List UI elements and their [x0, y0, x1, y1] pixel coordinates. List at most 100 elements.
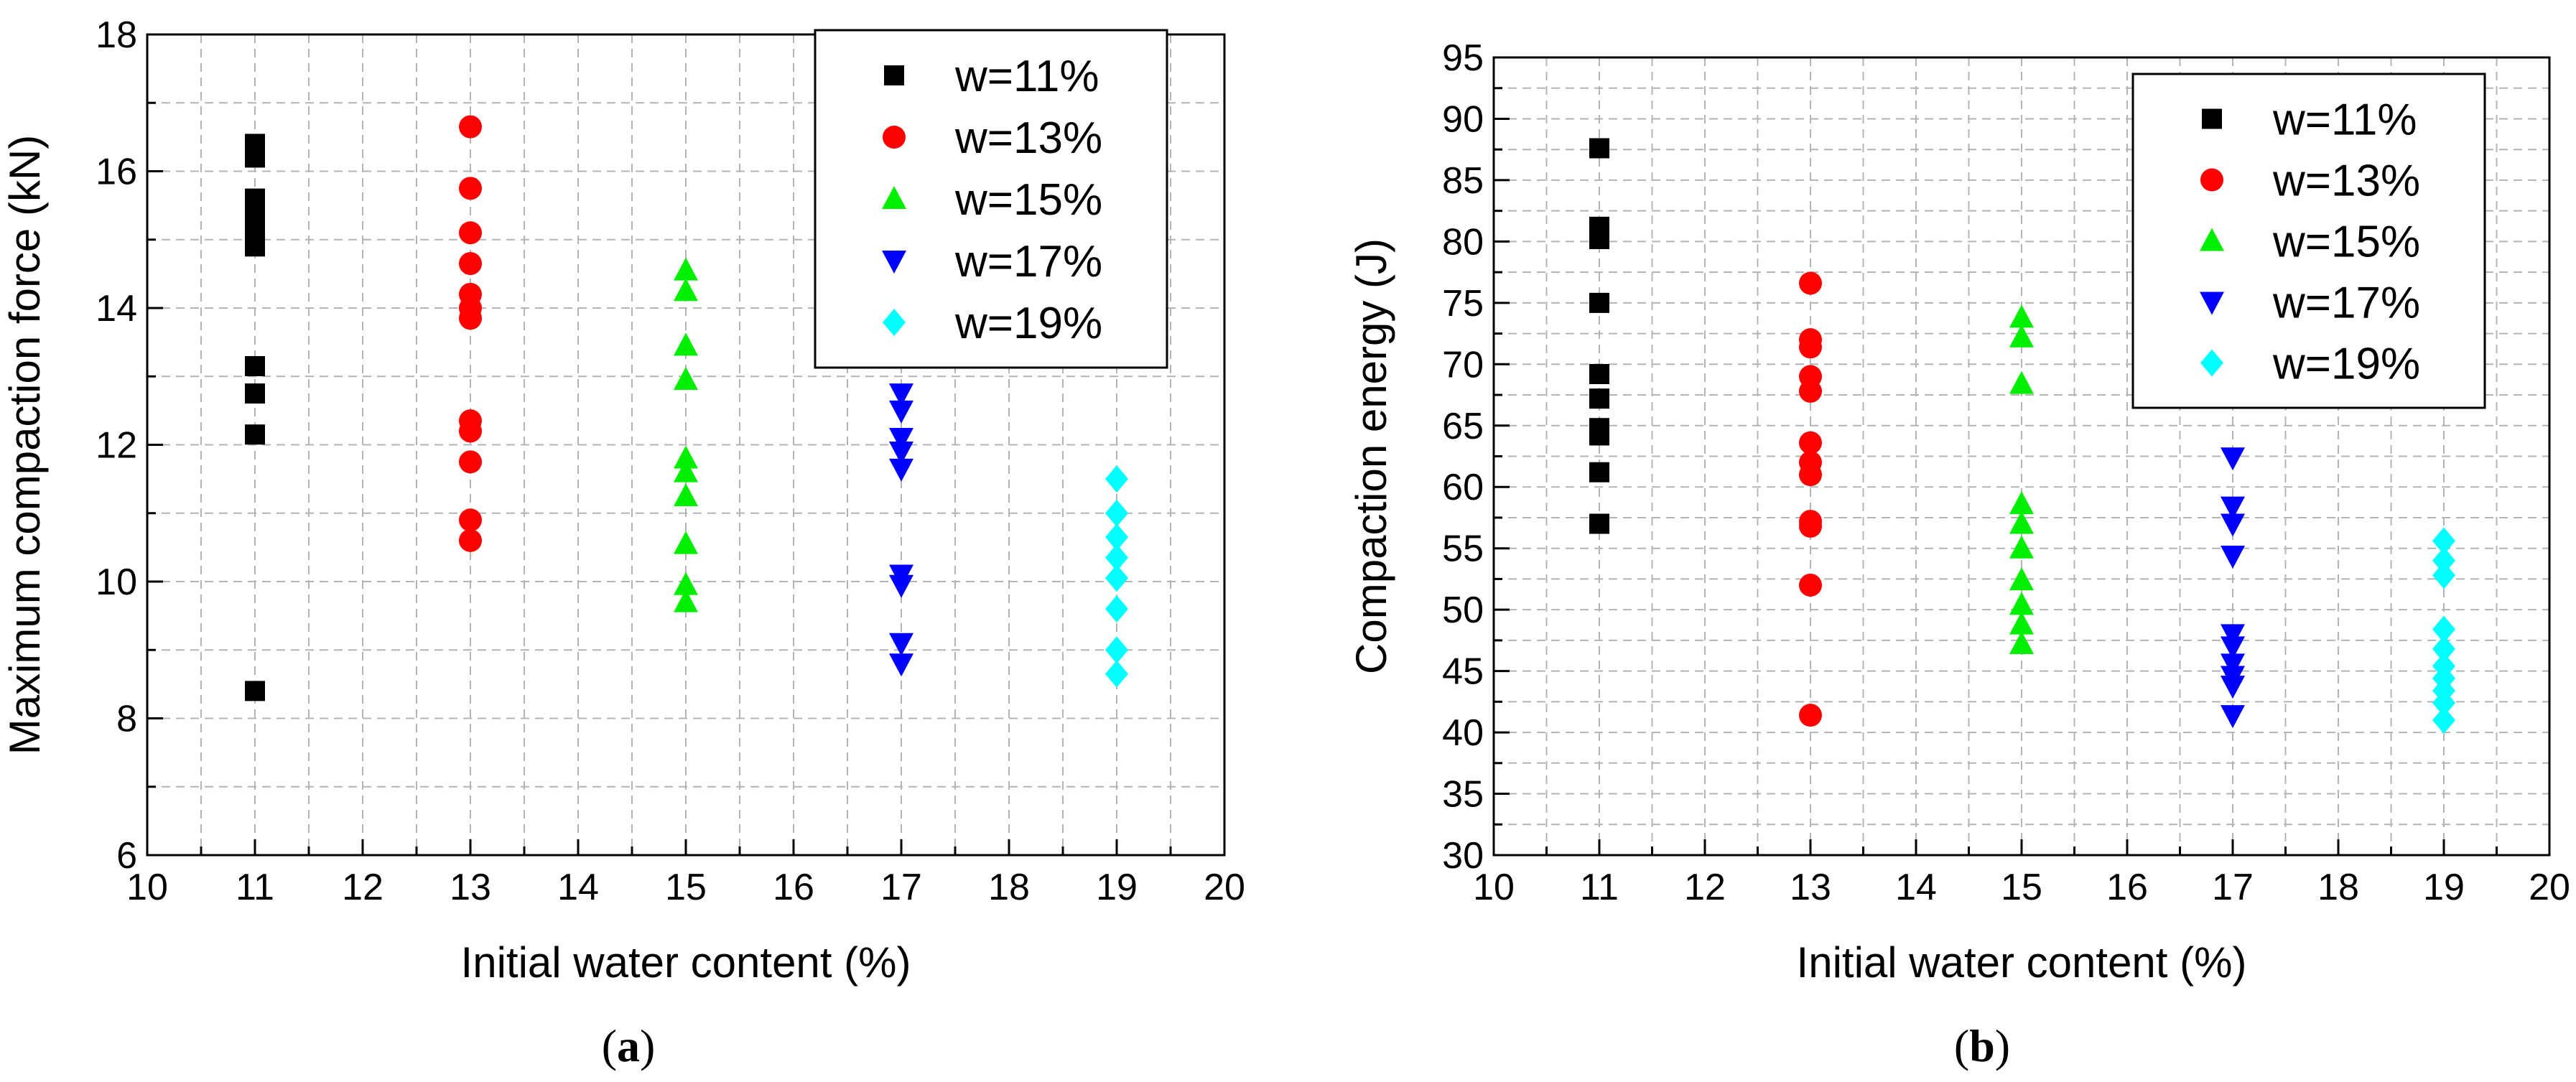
data-point-triangle-up [2009, 304, 2034, 328]
data-point-circle [1799, 514, 1822, 538]
panel-a: 10 11 12 13 14 15 16 17 18 19 20 6 8 10 12 14 16 18 Initi… [1, 14, 1245, 1071]
y-tick-label: 18 [96, 14, 137, 56]
panel-a-ticks: 10 11 12 13 14 15 16 17 18 19 20 6 8 10 12 14 16 18 [96, 14, 1245, 908]
x-tick-label: 16 [773, 867, 814, 908]
y-tick-label: 90 [1442, 98, 1484, 140]
data-point-triangle-up [674, 332, 698, 356]
y-tick-label: 45 [1442, 651, 1484, 693]
legend-marker-triangle-up [2200, 228, 2224, 251]
y-tick-label: 55 [1442, 528, 1484, 570]
y-tick-label: 70 [1442, 344, 1484, 386]
panel-b-legend: w=11% w=13% w=15% w=17% w=19% [2131, 73, 2486, 409]
legend-marker-diamond [2200, 349, 2223, 377]
x-tick-label: 14 [1895, 867, 1937, 908]
panel-a-plot-frame [146, 33, 1226, 857]
data-point-triangle-down [889, 400, 913, 424]
legend-marker-circle [883, 126, 906, 149]
legend-label: w=19% [954, 299, 1102, 348]
data-point-diamond [1105, 523, 1128, 551]
data-point-square [245, 147, 265, 168]
x-tick-label: 18 [2317, 867, 2359, 908]
x-tick-label: 10 [126, 867, 168, 908]
x-tick-label: 11 [1580, 867, 1619, 908]
data-point-square [245, 681, 265, 701]
data-point-triangle-down [2221, 447, 2245, 471]
data-point-circle [1799, 463, 1822, 487]
panel-a-legend: w=11% w=13% w=15% w=17% w=19% [814, 29, 1168, 369]
data-point-triangle-up [2009, 324, 2034, 348]
data-point-triangle-down [889, 574, 913, 598]
data-point-triangle-down [2221, 676, 2245, 699]
y-tick-label: 60 [1442, 467, 1484, 508]
data-point-diamond [2432, 635, 2455, 663]
y-tick-label: 95 [1442, 37, 1484, 79]
legend-marker-triangle-up [882, 186, 906, 209]
data-point-circle [1799, 271, 1822, 295]
legend-label: w=11% [954, 52, 1099, 101]
panel-a-points [245, 115, 1128, 701]
data-point-triangle-up [2009, 370, 2034, 394]
y-tick-label: 30 [1442, 835, 1484, 877]
data-point-triangle-up [674, 445, 698, 469]
data-point-diamond [1105, 660, 1128, 688]
panel-b-caption: (b) [1954, 1020, 2010, 1071]
data-point-square [1589, 388, 1609, 409]
x-tick-label: 19 [2423, 867, 2465, 908]
legend-box [814, 29, 1168, 369]
data-point-triangle-up [674, 589, 698, 612]
x-tick-label: 13 [450, 867, 491, 908]
data-point-triangle-down [889, 458, 913, 482]
x-tick-label: 15 [665, 867, 707, 908]
data-point-diamond [2432, 561, 2455, 589]
y-tick-label: 8 [116, 699, 137, 740]
data-point-diamond [2432, 527, 2455, 555]
legend-label: w=17% [954, 237, 1102, 286]
data-point-square [245, 383, 265, 404]
data-point-triangle-down [889, 653, 913, 677]
legend-label: w=17% [2272, 279, 2420, 328]
y-tick-label: 14 [96, 288, 137, 330]
data-point-diamond [1105, 636, 1128, 664]
y-tick-label: 85 [1442, 160, 1484, 202]
legend-marker-diamond [883, 309, 906, 336]
y-tick-label: 65 [1442, 406, 1484, 447]
legend-marker-circle [2200, 168, 2223, 192]
y-tick-label: 16 [96, 151, 137, 193]
x-tick-label: 11 [236, 867, 274, 908]
legend-marker-square [884, 65, 904, 85]
data-point-triangle-up [674, 531, 698, 554]
data-point-triangle-up [674, 482, 698, 506]
data-point-triangle-up [2009, 491, 2034, 515]
data-point-triangle-up [2009, 631, 2034, 655]
x-tick-label: 15 [2001, 867, 2042, 908]
data-point-triangle-down [889, 633, 913, 656]
data-point-triangle-down [889, 427, 913, 451]
data-point-square [1589, 292, 1609, 313]
data-point-square [1589, 462, 1609, 482]
data-point-square [1589, 138, 1609, 159]
data-point-circle [1799, 431, 1822, 454]
data-point-triangle-up [674, 257, 698, 281]
x-tick-label: 10 [1473, 867, 1515, 908]
data-point-diamond [1105, 544, 1128, 572]
data-point-circle [459, 419, 482, 443]
data-point-triangle-up [2009, 611, 2034, 635]
data-point-triangle-down [2221, 653, 2245, 677]
y-tick-label: 10 [96, 561, 137, 603]
panel-b-caption-letter: b [1969, 1020, 1995, 1071]
data-point-diamond [2432, 615, 2455, 643]
data-point-diamond [1105, 595, 1128, 623]
y-tick-label: 6 [116, 835, 137, 877]
x-tick-label: 12 [1684, 867, 1726, 908]
x-tick-label: 18 [988, 867, 1030, 908]
data-point-circle [459, 307, 482, 330]
panel-b-y-axis-title: Compaction energy (J) [1347, 238, 1395, 674]
data-point-triangle-down [2221, 513, 2245, 537]
data-point-triangle-up [2009, 567, 2034, 591]
data-point-square [245, 355, 265, 376]
data-point-triangle-up [674, 572, 698, 595]
data-point-circle [1799, 335, 1822, 359]
data-point-triangle-down [2221, 545, 2245, 569]
data-point-diamond [2432, 689, 2455, 717]
